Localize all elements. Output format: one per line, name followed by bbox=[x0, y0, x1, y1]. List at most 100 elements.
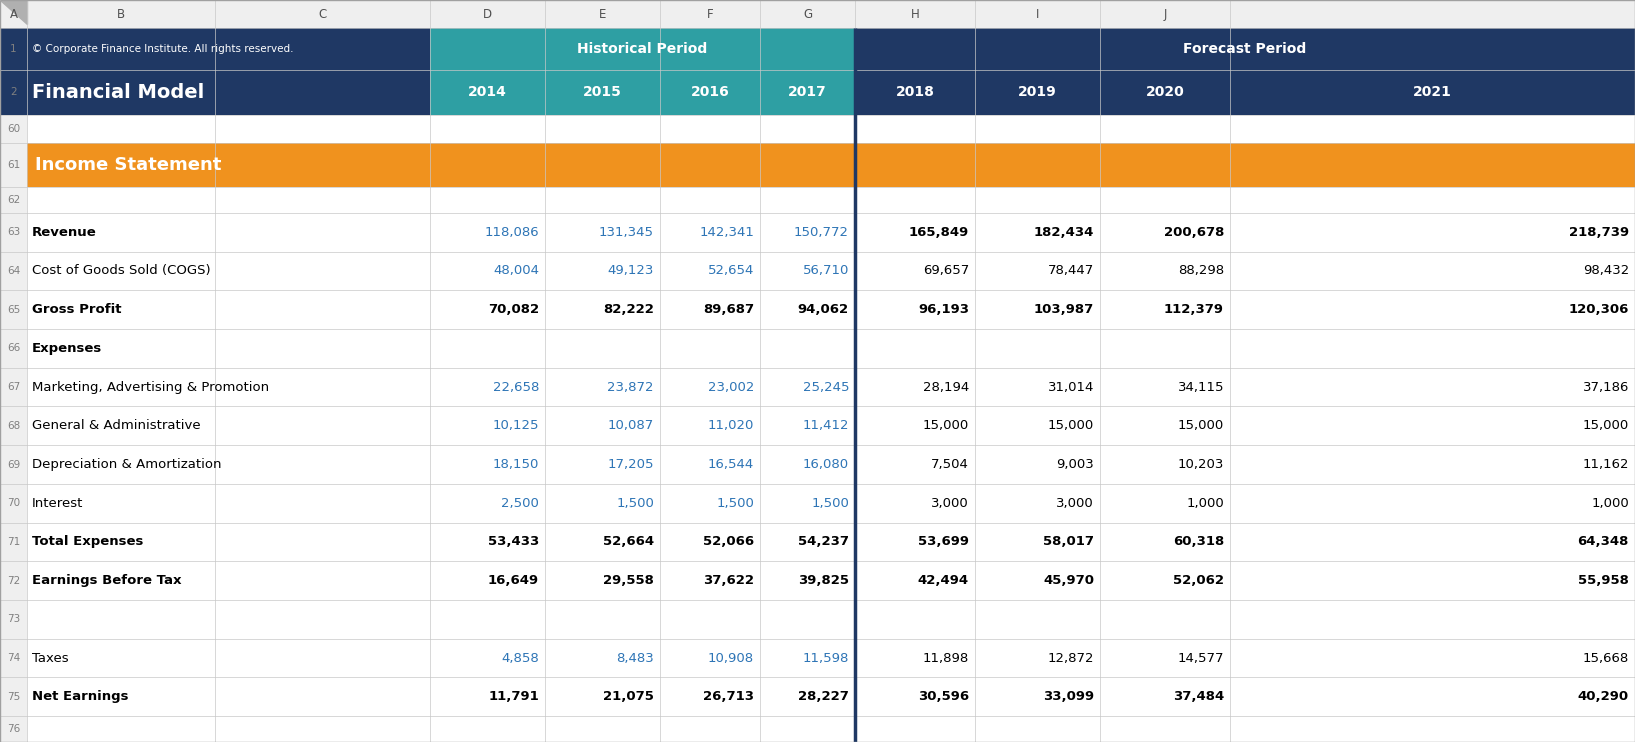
Text: 74: 74 bbox=[7, 653, 20, 663]
Text: 42,494: 42,494 bbox=[917, 574, 970, 587]
Text: 39,825: 39,825 bbox=[798, 574, 849, 587]
Text: 14,577: 14,577 bbox=[1177, 651, 1225, 665]
Text: 70,082: 70,082 bbox=[487, 303, 540, 316]
Text: 1: 1 bbox=[10, 44, 16, 54]
Text: B: B bbox=[118, 7, 124, 21]
Text: 112,379: 112,379 bbox=[1164, 303, 1225, 316]
Bar bbox=[0, 522, 1635, 562]
Text: 17,205: 17,205 bbox=[608, 458, 654, 471]
Text: 98,432: 98,432 bbox=[1583, 264, 1628, 278]
Text: 15,000: 15,000 bbox=[1583, 419, 1628, 433]
Text: 88,298: 88,298 bbox=[1177, 264, 1225, 278]
Text: 12,872: 12,872 bbox=[1048, 651, 1094, 665]
Text: 120,306: 120,306 bbox=[1568, 303, 1628, 316]
Text: 8,483: 8,483 bbox=[616, 651, 654, 665]
Text: 48,004: 48,004 bbox=[494, 264, 540, 278]
Text: 18,150: 18,150 bbox=[492, 458, 540, 471]
Bar bbox=[0, 252, 1635, 290]
Text: D: D bbox=[482, 7, 492, 21]
Text: 31,014: 31,014 bbox=[1048, 381, 1094, 393]
Text: 45,970: 45,970 bbox=[1043, 574, 1094, 587]
Text: 89,687: 89,687 bbox=[703, 303, 754, 316]
Bar bbox=[0, 484, 28, 522]
Text: 103,987: 103,987 bbox=[1033, 303, 1094, 316]
Text: 2,500: 2,500 bbox=[500, 497, 540, 510]
Text: 72: 72 bbox=[7, 576, 20, 585]
Text: 142,341: 142,341 bbox=[700, 226, 754, 239]
Text: Interest: Interest bbox=[33, 497, 83, 510]
Text: 61: 61 bbox=[7, 160, 20, 170]
Bar bbox=[0, 329, 28, 368]
Text: 66: 66 bbox=[7, 344, 20, 353]
Text: Marketing, Advertising & Promotion: Marketing, Advertising & Promotion bbox=[33, 381, 270, 393]
Text: 23,872: 23,872 bbox=[608, 381, 654, 393]
Text: 2015: 2015 bbox=[584, 85, 621, 99]
Text: 131,345: 131,345 bbox=[598, 226, 654, 239]
Bar bbox=[0, 329, 1635, 368]
Text: 16,080: 16,080 bbox=[803, 458, 849, 471]
Text: 64: 64 bbox=[7, 266, 20, 276]
Bar bbox=[430, 28, 855, 70]
Text: 1,000: 1,000 bbox=[1591, 497, 1628, 510]
Text: 65: 65 bbox=[7, 305, 20, 315]
Bar bbox=[0, 115, 28, 143]
Text: 11,898: 11,898 bbox=[922, 651, 970, 665]
Bar bbox=[0, 562, 28, 600]
Text: 2016: 2016 bbox=[690, 85, 729, 99]
Text: 26,713: 26,713 bbox=[703, 690, 754, 703]
Text: 23,002: 23,002 bbox=[708, 381, 754, 393]
Bar bbox=[0, 639, 28, 677]
Text: 33,099: 33,099 bbox=[1043, 690, 1094, 703]
Bar bbox=[28, 143, 1635, 187]
Text: Financial Model: Financial Model bbox=[33, 83, 204, 102]
Text: Income Statement: Income Statement bbox=[34, 156, 221, 174]
Text: 2021: 2021 bbox=[1413, 85, 1452, 99]
Text: 1,000: 1,000 bbox=[1187, 497, 1225, 510]
Text: 15,000: 15,000 bbox=[1048, 419, 1094, 433]
Text: 15,000: 15,000 bbox=[922, 419, 970, 433]
Text: 3,000: 3,000 bbox=[932, 497, 970, 510]
Bar bbox=[0, 600, 28, 639]
Text: 16,649: 16,649 bbox=[487, 574, 540, 587]
Text: 60,318: 60,318 bbox=[1172, 536, 1225, 548]
Bar bbox=[0, 115, 1635, 143]
Text: 150,772: 150,772 bbox=[795, 226, 849, 239]
Text: 52,654: 52,654 bbox=[708, 264, 754, 278]
Bar bbox=[0, 187, 28, 213]
Text: 53,699: 53,699 bbox=[917, 536, 970, 548]
Text: General & Administrative: General & Administrative bbox=[33, 419, 201, 433]
Bar bbox=[0, 677, 1635, 716]
Text: 62: 62 bbox=[7, 195, 20, 205]
Bar bbox=[0, 445, 1635, 484]
Text: © Corporate Finance Institute. All rights reserved.: © Corporate Finance Institute. All right… bbox=[33, 44, 294, 54]
Text: 10,125: 10,125 bbox=[492, 419, 540, 433]
Text: 11,791: 11,791 bbox=[489, 690, 540, 703]
Bar bbox=[0, 639, 1635, 677]
Text: Total Expenses: Total Expenses bbox=[33, 536, 144, 548]
Text: 75: 75 bbox=[7, 692, 20, 702]
Text: 21,075: 21,075 bbox=[603, 690, 654, 703]
Text: 118,086: 118,086 bbox=[484, 226, 540, 239]
Bar bbox=[0, 407, 1635, 445]
Bar bbox=[0, 368, 28, 407]
Bar bbox=[0, 562, 1635, 600]
Text: 11,162: 11,162 bbox=[1583, 458, 1628, 471]
Text: 63: 63 bbox=[7, 227, 20, 237]
Text: 11,598: 11,598 bbox=[803, 651, 849, 665]
Text: 2: 2 bbox=[10, 88, 16, 97]
Text: Historical Period: Historical Period bbox=[577, 42, 708, 56]
Text: 3,000: 3,000 bbox=[1056, 497, 1094, 510]
Bar bbox=[0, 0, 1635, 28]
Text: 52,066: 52,066 bbox=[703, 536, 754, 548]
Bar bbox=[0, 368, 1635, 407]
Text: 1,500: 1,500 bbox=[616, 497, 654, 510]
Text: 30,596: 30,596 bbox=[917, 690, 970, 703]
Bar bbox=[0, 445, 28, 484]
Text: 28,194: 28,194 bbox=[922, 381, 970, 393]
Text: 11,020: 11,020 bbox=[708, 419, 754, 433]
Text: 1,500: 1,500 bbox=[811, 497, 849, 510]
Text: 10,087: 10,087 bbox=[608, 419, 654, 433]
Text: 7,504: 7,504 bbox=[930, 458, 970, 471]
Bar bbox=[0, 677, 28, 716]
Bar bbox=[0, 187, 1635, 213]
